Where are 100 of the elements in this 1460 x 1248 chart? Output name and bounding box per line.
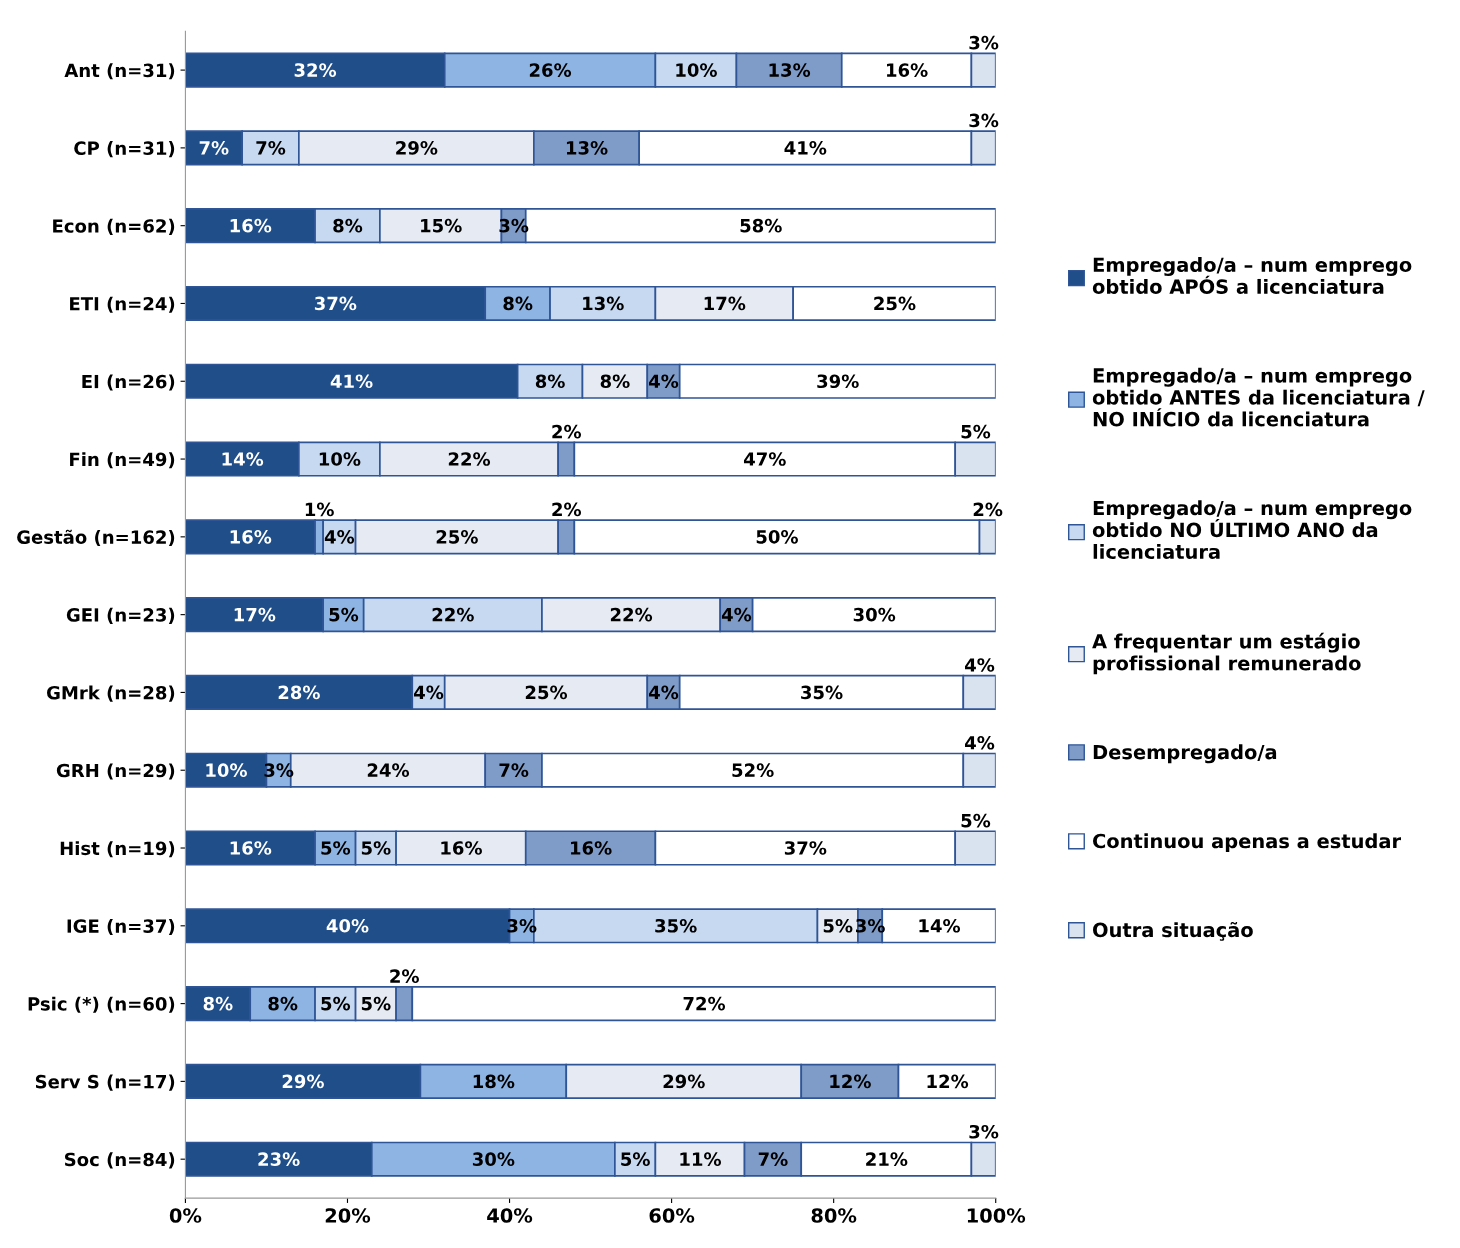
data-label: 5%	[961, 813, 991, 828]
data-label: 5%	[361, 841, 391, 855]
data-label: 8%	[333, 218, 363, 233]
data-label: 16%	[887, 63, 928, 77]
data-label: 52%	[732, 763, 774, 778]
x-tick-label: 80%	[811, 1208, 857, 1223]
data-label: 5%	[961, 424, 991, 439]
data-label: 3%	[264, 763, 294, 778]
data-label: 23%	[258, 1152, 300, 1166]
data-label: 10%	[319, 452, 361, 466]
data-label: 3%	[507, 918, 537, 933]
data-label: 2%	[390, 969, 419, 983]
data-label: 14%	[222, 452, 264, 466]
data-label: 28%	[278, 685, 320, 700]
data-label: 47%	[743, 452, 786, 466]
legend-label: Empregado/a – num emprego obtido NO ÚLTIMO ANO da licenciatura	[1092, 500, 1412, 560]
y-tick-label: Gestão (n=162)	[17, 529, 175, 547]
legend-label: Empregado/a – num emprego obtido APÓS a licenciatura	[1092, 257, 1412, 295]
data-label: 4%	[648, 374, 679, 389]
data-label: 8%	[268, 996, 298, 1011]
data-label: 4%	[965, 735, 995, 750]
x-tick-label: 40%	[487, 1208, 533, 1223]
data-label: 3%	[969, 1124, 999, 1139]
data-label: 21%	[866, 1152, 908, 1166]
data-label: 12%	[927, 1074, 969, 1089]
x-tick-label: 100%	[967, 1208, 1026, 1223]
data-label: 22%	[432, 607, 474, 622]
data-label: 35%	[801, 685, 843, 700]
data-label: 5%	[621, 1152, 650, 1166]
y-tick-label: EI (n=26)	[82, 374, 175, 391]
data-label: 3%	[969, 35, 999, 50]
data-label: 5%	[329, 607, 359, 622]
legend-label: A frequentar um estágio profissional remunerado	[1092, 632, 1361, 675]
data-label: 22%	[448, 452, 491, 466]
x-tick-label: 60%	[649, 1208, 695, 1223]
data-label: 7%	[499, 763, 529, 778]
data-label: 14%	[919, 918, 961, 933]
x-tick-label: 20%	[325, 1208, 371, 1223]
data-label: 5%	[361, 996, 391, 1011]
data-label: 7%	[758, 1152, 788, 1166]
y-tick-label: Fin (n=49)	[70, 452, 175, 469]
data-label: 25%	[436, 529, 478, 544]
legend-label: Empregado/a – num emprego obtido ANTES da licenciatura / NO INÍCIO da licenciatura	[1092, 367, 1425, 427]
data-label: 4%	[324, 529, 355, 544]
data-label: 13%	[566, 141, 608, 155]
data-label: 5%	[321, 996, 351, 1011]
data-label: 16%	[230, 529, 272, 544]
data-label: 30%	[472, 1152, 515, 1166]
y-tick-label: GRH (n=29)	[56, 763, 175, 780]
data-label: 17%	[234, 607, 276, 622]
data-label: 10%	[676, 63, 717, 77]
data-label: 32%	[294, 63, 337, 77]
data-label: 2%	[973, 502, 1003, 517]
y-tick-label: ETI (n=24)	[70, 296, 175, 313]
data-label: 50%	[756, 529, 798, 544]
data-label: 72%	[683, 996, 726, 1011]
data-label: 7%	[199, 141, 229, 155]
y-tick-label: Serv S (n=17)	[35, 1074, 175, 1091]
data-label: 8%	[503, 296, 533, 311]
data-label: 17%	[704, 296, 746, 311]
data-label: 8%	[600, 374, 630, 389]
data-label: 3%	[969, 113, 999, 128]
data-label: 8%	[203, 996, 233, 1011]
legend-label: Outra situação	[1093, 921, 1253, 941]
y-tick-label: Soc (n=84)	[64, 1152, 175, 1169]
data-label: 29%	[663, 1074, 705, 1089]
data-label: 2%	[552, 424, 582, 439]
data-label: 41%	[784, 141, 827, 155]
data-label: 4%	[648, 685, 679, 700]
data-label: 10%	[206, 763, 247, 778]
y-tick-label: Econ (n=62)	[53, 218, 175, 235]
data-label: 30%	[853, 607, 896, 622]
data-label: 16%	[571, 841, 612, 855]
data-label: 12%	[830, 1074, 871, 1089]
legend-label: Continuou apenas a estudar	[1093, 833, 1402, 853]
data-label: 18%	[473, 1074, 515, 1089]
data-label: 39%	[817, 374, 859, 389]
data-label: 29%	[282, 1074, 324, 1089]
y-tick-label: Hist (n=19)	[60, 841, 175, 858]
data-label: 22%	[610, 607, 653, 622]
data-label: 16%	[230, 218, 272, 233]
data-label: 7%	[256, 141, 286, 155]
y-tick-label: CP (n=31)	[74, 141, 175, 158]
data-label: 58%	[740, 218, 782, 233]
y-tick-label: GMrk (n=28)	[47, 685, 175, 702]
data-label: 29%	[396, 141, 438, 155]
data-label: 1%	[305, 502, 334, 517]
data-label: 41%	[330, 374, 373, 389]
data-label: 15%	[421, 218, 462, 233]
data-label: 4%	[721, 607, 752, 622]
x-tick-label: 0%	[169, 1208, 202, 1223]
data-label: 25%	[525, 685, 568, 700]
y-tick-label: Psic (*) (n=60)	[28, 996, 175, 1013]
data-label: 16%	[441, 841, 482, 855]
data-label: 26%	[529, 63, 572, 77]
data-label: 37%	[784, 841, 827, 855]
data-label: 37%	[314, 296, 357, 311]
data-label: 11%	[680, 1152, 721, 1166]
data-label: 40%	[326, 918, 369, 933]
data-label: 4%	[414, 685, 444, 700]
